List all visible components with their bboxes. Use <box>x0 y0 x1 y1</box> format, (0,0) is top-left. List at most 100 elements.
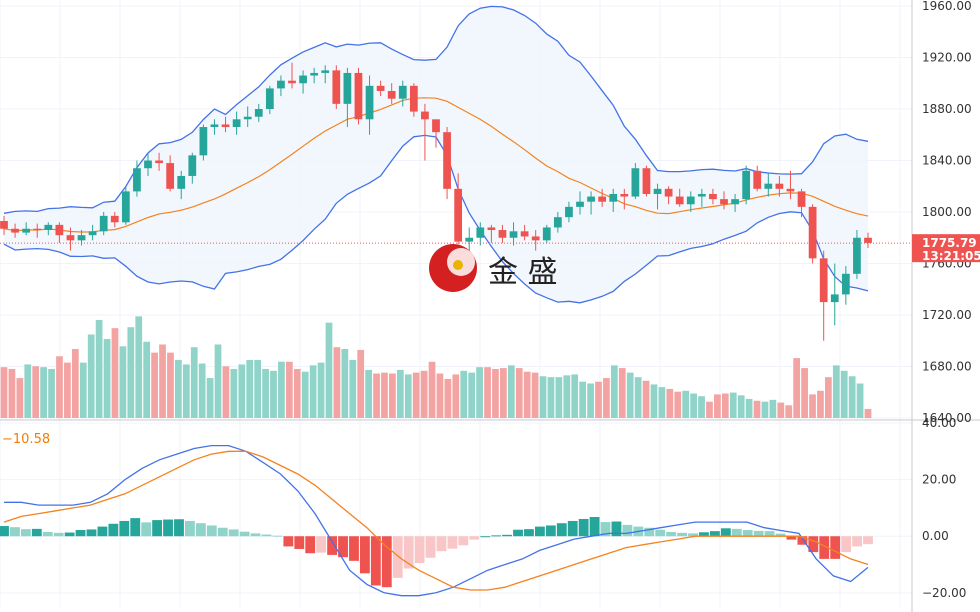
volume-bar <box>333 347 341 418</box>
candle-body[interactable] <box>421 111 429 120</box>
candle-body[interactable] <box>443 132 451 189</box>
candle-body[interactable] <box>830 294 839 303</box>
volume-bar <box>381 372 388 418</box>
candle-body[interactable] <box>775 183 784 189</box>
macd-histogram-bar <box>622 524 633 537</box>
candle-body[interactable] <box>753 170 762 189</box>
candle-body[interactable] <box>99 215 108 232</box>
candle-body[interactable] <box>321 70 330 73</box>
candle-body[interactable] <box>11 228 19 233</box>
candle-body[interactable] <box>133 168 141 192</box>
candle-body[interactable] <box>531 236 540 241</box>
candle-body[interactable] <box>232 119 241 128</box>
volume-bar <box>721 393 729 418</box>
candle-body[interactable] <box>243 116 252 120</box>
candle-body[interactable] <box>498 230 507 238</box>
candle-body[interactable] <box>864 237 872 243</box>
macd-histogram-bar <box>545 525 556 537</box>
candle-body[interactable] <box>409 85 418 112</box>
candle-body[interactable] <box>144 160 152 169</box>
candle-body[interactable] <box>675 196 684 205</box>
volume-bar <box>595 381 602 418</box>
candle-body[interactable] <box>487 227 496 231</box>
price-tag-box <box>912 234 980 263</box>
candle-body[interactable] <box>365 85 374 120</box>
candle-body[interactable] <box>786 188 795 192</box>
macd-histogram-bar <box>830 536 841 559</box>
macd-histogram-bar <box>185 520 195 537</box>
candle-body[interactable] <box>299 75 307 84</box>
candle-body[interactable] <box>576 201 584 207</box>
candle-body[interactable] <box>598 196 607 202</box>
candle-body[interactable] <box>221 124 230 128</box>
candle-body[interactable] <box>55 224 64 236</box>
macd-histogram-bar <box>272 535 283 537</box>
candle-body[interactable] <box>22 228 31 233</box>
candle-body[interactable] <box>454 188 463 242</box>
candle-body[interactable] <box>587 196 595 202</box>
candle-body[interactable] <box>387 90 396 99</box>
candle-body[interactable] <box>265 88 274 109</box>
candle-body[interactable] <box>210 124 219 128</box>
volume-bar <box>222 366 230 418</box>
candle-body[interactable] <box>553 217 562 228</box>
candle-body[interactable] <box>731 199 739 205</box>
volume-bar <box>285 361 293 418</box>
macd-histogram-bar <box>97 526 108 537</box>
volume-bar <box>190 347 198 418</box>
candle-body[interactable] <box>166 163 175 189</box>
candle-body[interactable] <box>797 191 806 207</box>
candle-body[interactable] <box>354 72 363 120</box>
candle-body[interactable] <box>609 193 618 202</box>
candle-body[interactable] <box>77 235 86 241</box>
candle-body[interactable] <box>332 70 341 104</box>
candle-body[interactable] <box>841 273 850 295</box>
candle-body[interactable] <box>343 72 352 104</box>
candle-body[interactable] <box>631 168 640 197</box>
volume-bar <box>151 352 158 418</box>
candle-body[interactable] <box>465 237 474 242</box>
candle-body[interactable] <box>66 235 75 241</box>
candle-body[interactable] <box>720 199 728 205</box>
candle-body[interactable] <box>254 109 263 117</box>
candle-body[interactable] <box>542 227 551 241</box>
candle-body[interactable] <box>686 196 695 205</box>
candle-body[interactable] <box>288 80 296 84</box>
candle-body[interactable] <box>432 119 440 133</box>
candle-body[interactable] <box>565 206 573 218</box>
candle-body[interactable] <box>188 155 197 176</box>
candle-body[interactable] <box>155 160 163 164</box>
candle-body[interactable] <box>199 127 208 156</box>
candle-body[interactable] <box>808 206 817 259</box>
candle-body[interactable] <box>277 80 285 89</box>
candle-body[interactable] <box>653 188 662 194</box>
watermark-logo: 金 盛 <box>429 244 558 292</box>
candle-body[interactable] <box>398 85 407 99</box>
candle-body[interactable] <box>33 228 42 231</box>
candle-body[interactable] <box>0 221 8 229</box>
volume-bar <box>412 372 420 418</box>
candle-body[interactable] <box>642 168 651 194</box>
candle-body[interactable] <box>44 224 53 231</box>
candle-body[interactable] <box>121 191 130 223</box>
candle-body[interactable] <box>620 193 629 197</box>
candle-body[interactable] <box>709 193 717 200</box>
candle-body[interactable] <box>177 175 186 189</box>
candle-body[interactable] <box>697 193 706 197</box>
candle-body[interactable] <box>376 85 385 91</box>
candle-body[interactable] <box>110 215 119 223</box>
candle-body[interactable] <box>664 188 673 197</box>
macd-histogram-bar <box>119 520 130 537</box>
candle-body[interactable] <box>764 183 773 189</box>
candle-body[interactable] <box>509 231 518 238</box>
candle-body[interactable] <box>819 258 828 303</box>
candle-body[interactable] <box>476 227 485 238</box>
candle-body[interactable] <box>520 231 529 237</box>
candle-body[interactable] <box>310 72 319 76</box>
candle-body[interactable] <box>742 170 751 200</box>
candle-body[interactable] <box>88 231 97 236</box>
candle-body[interactable] <box>853 237 861 274</box>
volume-bar <box>753 400 761 418</box>
